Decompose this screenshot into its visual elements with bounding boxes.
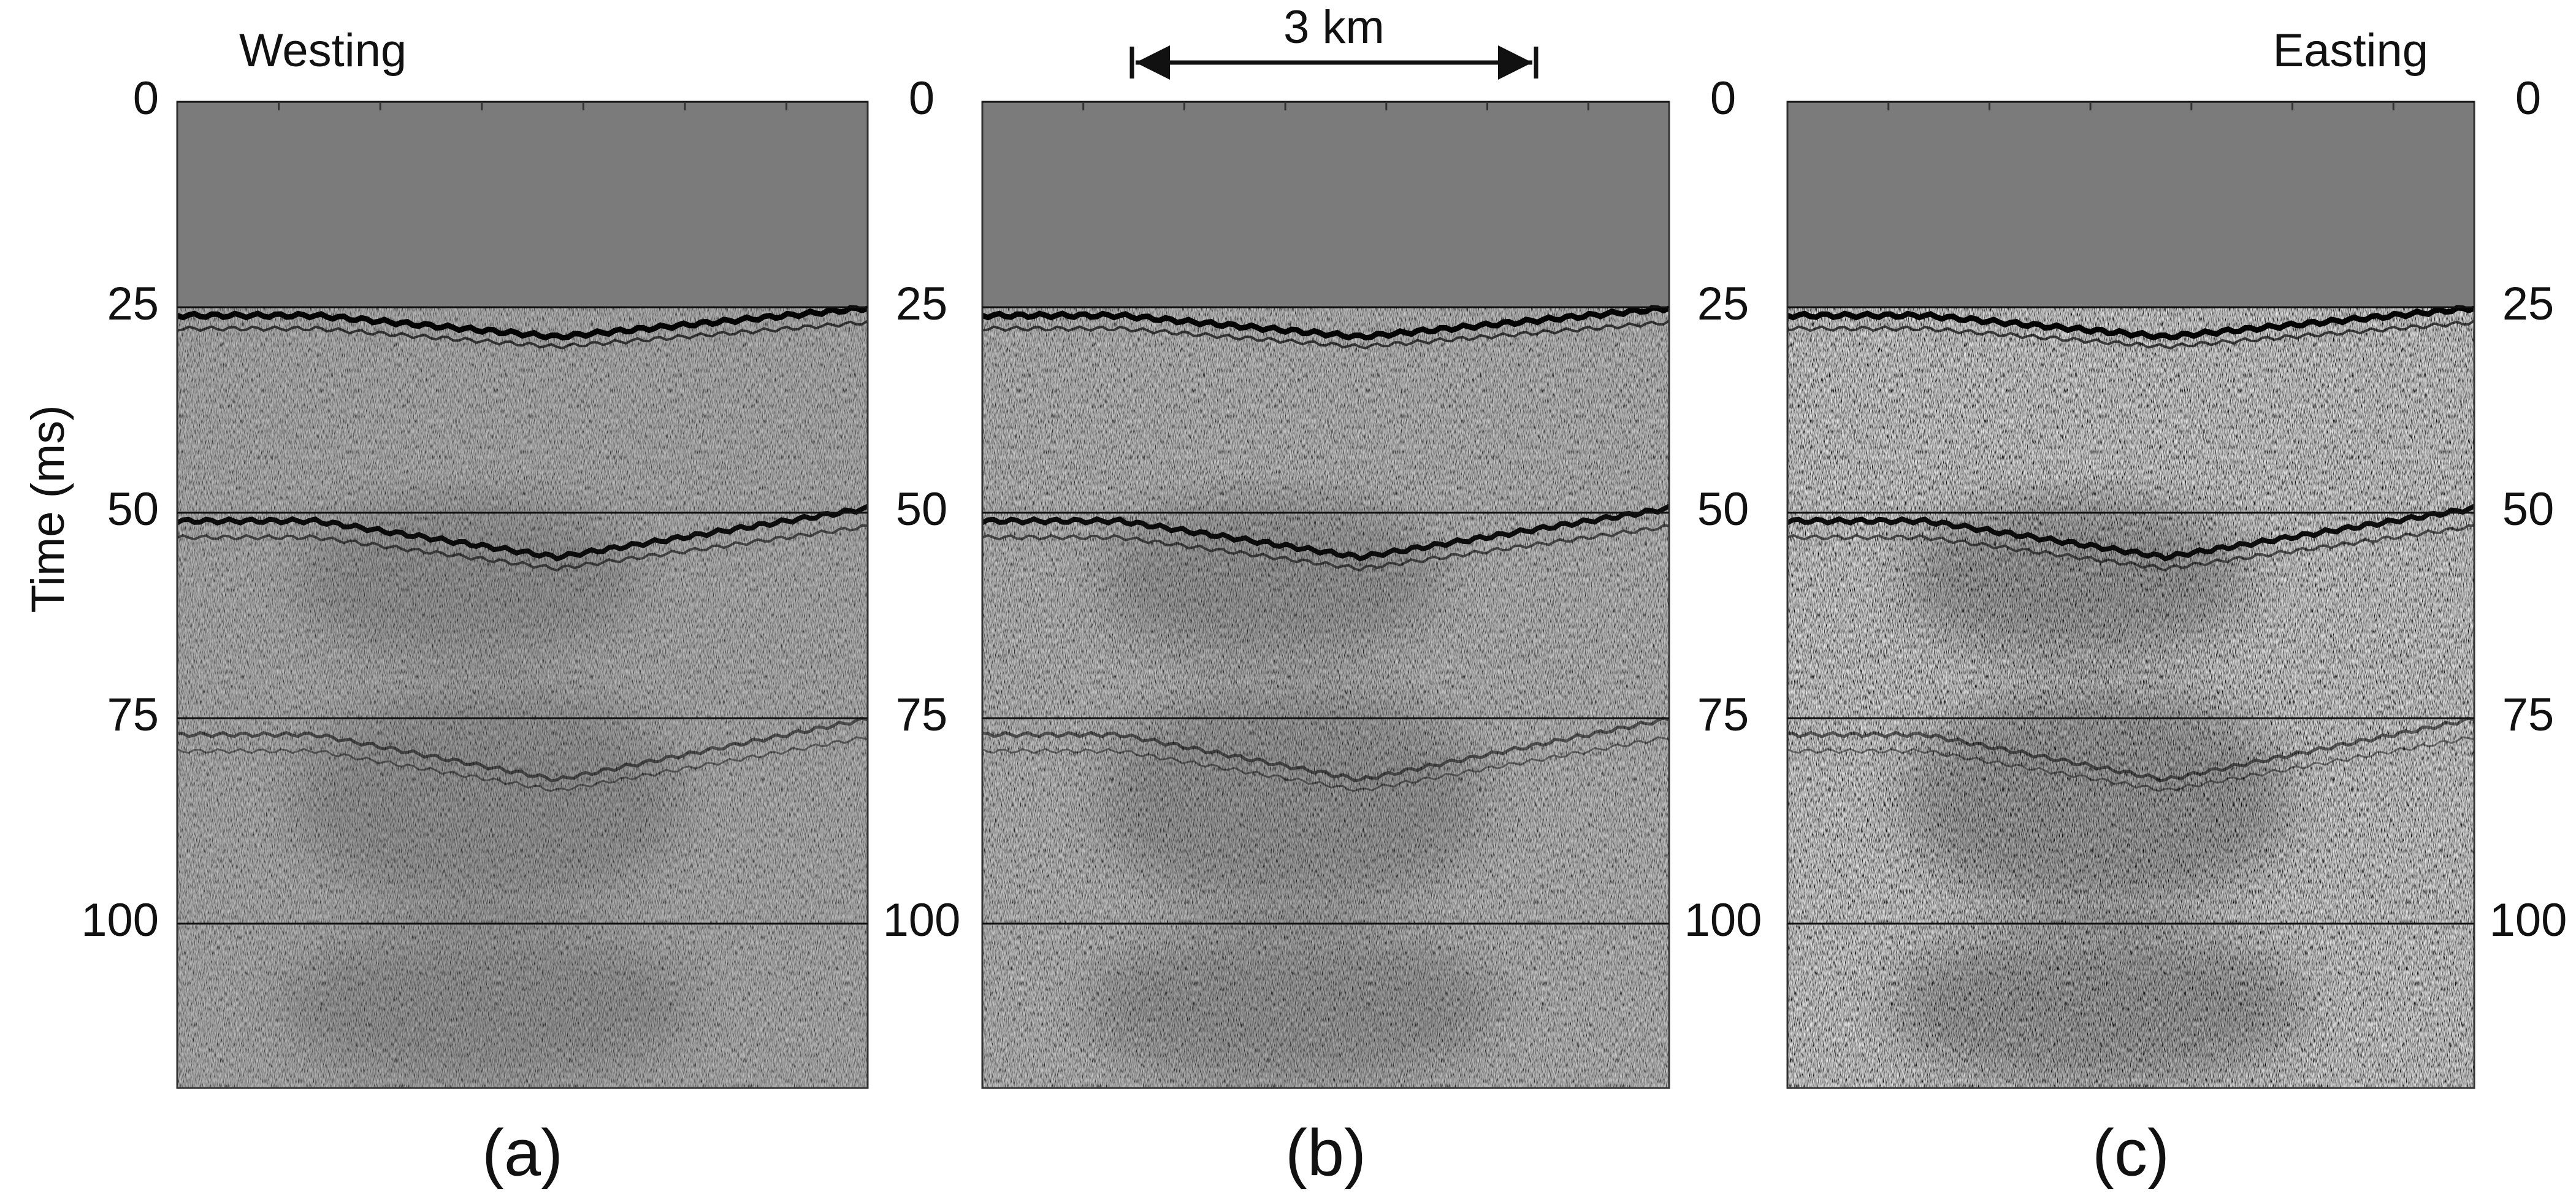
reflector	[1787, 320, 2474, 350]
y-tick-label: 50	[2502, 483, 2555, 535]
y-tick-label: 0	[1710, 72, 1736, 124]
energy-zone	[294, 685, 681, 916]
panel: 0 0 25 25 50 50 75 75 100 100 (a) Time (ms) Westing	[22, 25, 960, 1189]
y-tick-label: 75	[896, 689, 948, 741]
direction-label: Easting	[2273, 25, 2429, 77]
y-tick-label: 25	[1697, 278, 1749, 330]
y-tick-label: 100	[2490, 894, 2567, 946]
reflector	[177, 524, 868, 572]
y-tick-label: 25	[2502, 278, 2555, 330]
seismic-section	[177, 102, 868, 1088]
y-tick-label: 75	[107, 689, 159, 741]
panel-caption: (b)	[1285, 1116, 1366, 1190]
y-tick-label: 50	[1697, 483, 1749, 535]
y-axis-label: Time (ms)	[22, 405, 74, 613]
y-tick-label: 100	[1684, 894, 1762, 946]
y-tick-label: 25	[107, 278, 159, 330]
reflector	[177, 736, 868, 792]
y-tick-label: 50	[896, 483, 948, 535]
y-tick-label: 0	[909, 72, 934, 124]
reflector	[1787, 305, 2474, 341]
energy-zone	[1085, 924, 1497, 1088]
reflector	[1787, 716, 2474, 783]
y-tick-label: 100	[883, 894, 961, 946]
y-tick-label: 25	[896, 278, 948, 330]
energy-zone	[280, 924, 695, 1088]
scale-bar-label: 3 km	[1283, 1, 1385, 53]
energy-zone	[1904, 496, 2248, 661]
reflector	[177, 504, 868, 562]
panel: 0 25 50 75 100 (c) Easting	[1786, 25, 2567, 1190]
energy-zone	[1890, 924, 2303, 1088]
reflector	[177, 320, 868, 350]
reflector	[982, 305, 1669, 341]
y-tick-label: 75	[2502, 689, 2555, 741]
seismic-section	[982, 102, 1669, 1088]
seismic-section	[1787, 102, 2474, 1088]
energy-zone	[1099, 496, 1443, 661]
panel-caption: (c)	[2092, 1116, 2169, 1190]
reflector	[982, 524, 1669, 572]
reflector	[982, 736, 1669, 792]
energy-zone	[1904, 685, 2289, 916]
reflector	[1787, 524, 2474, 572]
y-tick-label: 75	[1697, 689, 1749, 741]
reflector	[982, 320, 1669, 350]
energy-zone	[294, 496, 640, 661]
reflector	[982, 716, 1669, 783]
y-tick-label: 100	[81, 894, 159, 946]
y-tick-label: 0	[133, 72, 159, 124]
reflector	[177, 305, 868, 341]
panel: 0 25 50 75 100 (b) 3 km	[981, 1, 1762, 1190]
y-tick-label: 0	[2515, 72, 2541, 124]
reflector	[982, 504, 1669, 562]
reflector	[177, 716, 868, 783]
energy-zone	[1099, 685, 1484, 916]
direction-label: Westing	[239, 25, 407, 77]
reflector	[1787, 504, 2474, 562]
y-tick-label: 50	[107, 483, 159, 535]
reflector	[1787, 736, 2474, 792]
panel-caption: (a)	[482, 1116, 563, 1190]
